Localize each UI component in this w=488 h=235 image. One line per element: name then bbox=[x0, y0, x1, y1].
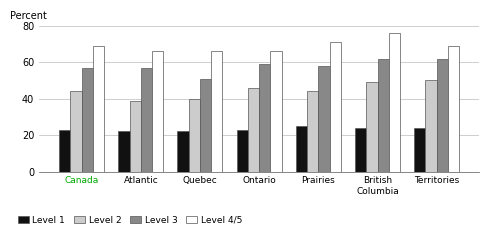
Bar bbox=[447, 46, 458, 172]
Bar bbox=[329, 42, 340, 172]
Bar bbox=[318, 66, 329, 172]
Bar bbox=[354, 128, 366, 172]
Bar bbox=[259, 64, 270, 172]
Bar bbox=[413, 128, 425, 172]
Bar bbox=[81, 68, 93, 172]
Bar bbox=[306, 91, 318, 172]
Bar bbox=[200, 79, 211, 172]
Bar bbox=[59, 130, 70, 172]
Bar bbox=[141, 68, 152, 172]
Bar bbox=[388, 33, 399, 172]
Bar bbox=[152, 51, 163, 172]
Bar bbox=[366, 82, 377, 172]
Bar bbox=[129, 101, 141, 172]
Bar bbox=[436, 59, 447, 172]
Bar bbox=[93, 46, 104, 172]
Bar bbox=[118, 131, 129, 172]
Bar bbox=[295, 126, 306, 172]
Bar bbox=[270, 51, 281, 172]
Bar bbox=[247, 88, 259, 172]
Bar bbox=[425, 80, 436, 172]
Bar bbox=[188, 99, 200, 172]
Bar bbox=[236, 130, 247, 172]
Bar bbox=[177, 131, 188, 172]
Text: Percent: Percent bbox=[10, 11, 46, 21]
Bar bbox=[70, 91, 81, 172]
Legend: Level 1, Level 2, Level 3, Level 4/5: Level 1, Level 2, Level 3, Level 4/5 bbox=[14, 212, 245, 228]
Bar bbox=[377, 59, 388, 172]
Bar bbox=[211, 51, 222, 172]
